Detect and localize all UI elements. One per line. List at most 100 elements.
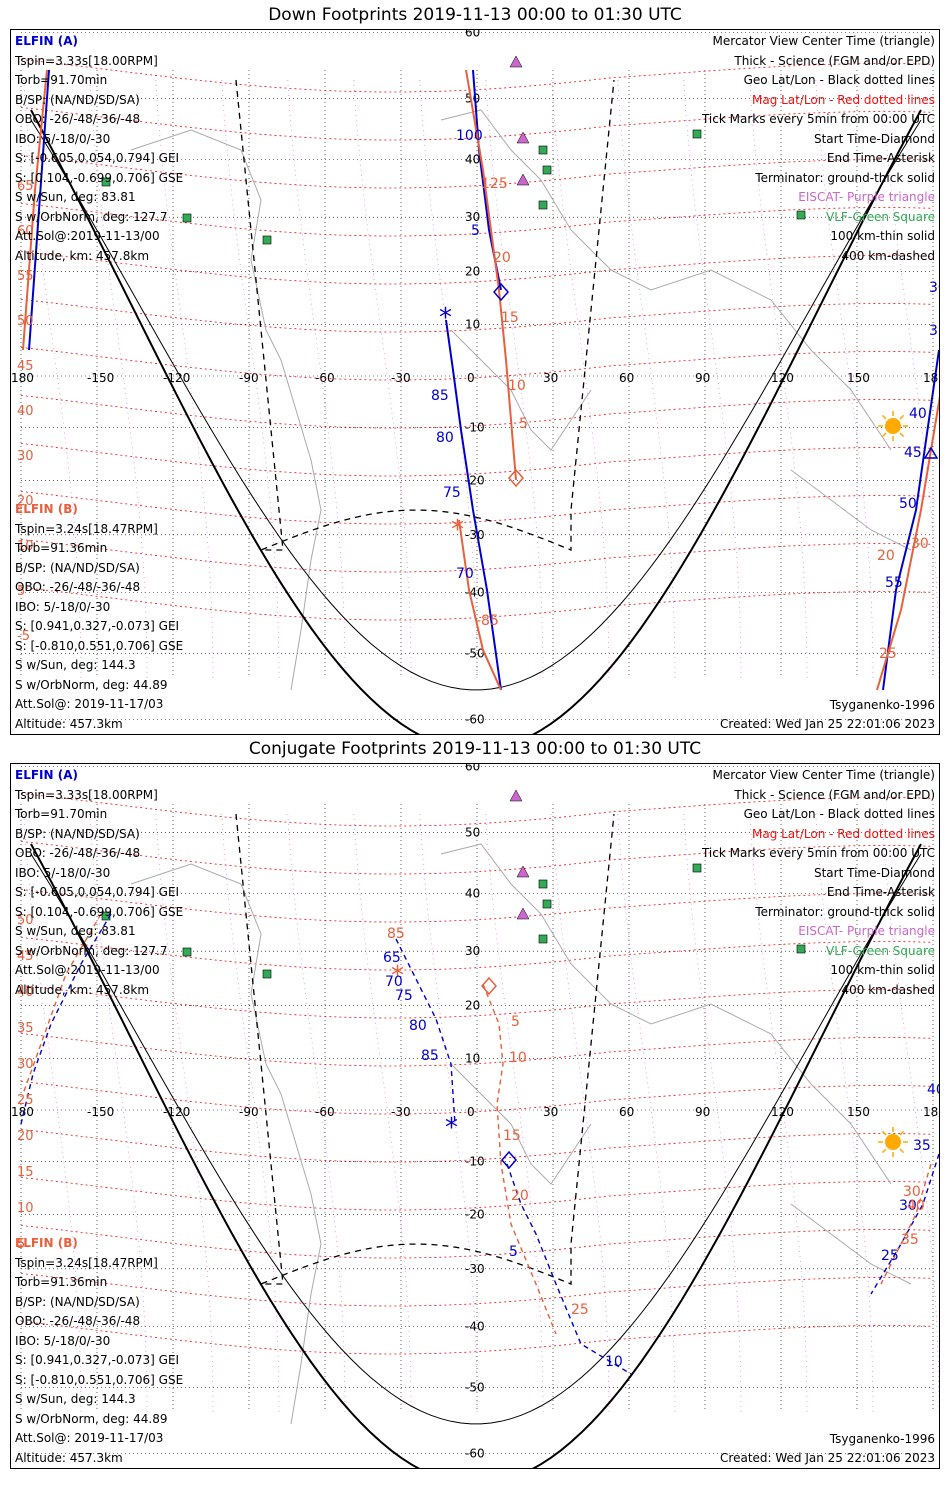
elfin-a-line: Torb=91.70min: [15, 807, 108, 821]
eiscat-triangle: [509, 55, 523, 68]
lon-tick-label: 60: [619, 371, 634, 385]
elfin-b-line: Tspin=3.24s[18.47RPM]: [15, 521, 158, 536]
mag-meridian: [419, 813, 478, 1415]
elfin-b-time-label: 20: [511, 1188, 529, 1204]
end-asterisk: *: [451, 515, 464, 545]
elfin-a-time-label: 50: [899, 496, 917, 512]
elfin-a-line: S: [0.104,-0.699,0.706] GSE: [15, 170, 184, 185]
sun-ray: [881, 414, 887, 420]
mag-lat-label: 15: [17, 1165, 34, 1180]
elfin-a-line: Torb=91.70min: [15, 73, 108, 87]
elfin-a-time-label: 80: [409, 1018, 427, 1034]
mag-lat-label: 25: [17, 1093, 34, 1108]
elfin-b-line: B/SP: (NA/ND/SD/SA): [15, 1294, 140, 1309]
elfin-b-track: [880, 1163, 932, 1285]
sun-ray: [899, 1130, 905, 1136]
elfin-b-time-label: 25: [571, 1302, 589, 1318]
elfin-b-time-label: 10: [508, 378, 526, 394]
lat-tick-label: -50: [465, 647, 485, 661]
terminator-ground: [30, 843, 922, 1468]
mag-meridian: [749, 813, 808, 1415]
mag-meridian: [881, 79, 939, 681]
elfin-a-line: Att.Sol@:2019-11-13/00: [15, 229, 160, 243]
mag-meridian: [23, 813, 82, 1415]
legend-item: Tick Marks every 5min from 00:00 UTC: [701, 846, 935, 860]
legend-item: End Time-Asterisk: [826, 885, 935, 899]
elfin-a-line: IBO: 5/-18/0/-30: [15, 865, 111, 880]
mag-meridian: [221, 79, 280, 681]
elfin-b-line: Altitude: 457.3km: [15, 716, 123, 731]
elfin-b-line: S: [0.941,0.327,-0.073] GEI: [15, 619, 180, 633]
mag-lat-label: 5: [17, 1237, 25, 1252]
vlf-square: [538, 200, 548, 210]
elfin-a-time-label: 75: [395, 988, 413, 1004]
coastline: [130, 129, 322, 691]
lat-tick-label: -30: [465, 528, 485, 542]
start-diamond: [501, 1150, 517, 1170]
mag-meridian: [551, 813, 610, 1415]
mag-meridian: [815, 813, 874, 1415]
mag-meridian: [749, 79, 808, 681]
legend-item: EISCAT- Purple triangle: [798, 190, 935, 204]
lat-tick-label: 10: [465, 317, 480, 331]
elfin-a-time-label: 75: [443, 485, 461, 501]
mag-meridian: [353, 79, 412, 681]
elfin-a-time-label: 10: [605, 1354, 623, 1370]
legend-item: Mercator View Center Time (triangle): [712, 34, 935, 48]
lat-tick-label: 20: [465, 265, 480, 279]
elfin-b-line: S w/Sun, deg: 144.3: [15, 1392, 136, 1406]
vlf-square: [796, 210, 806, 220]
legend-item: Terminator: ground-thick solid: [755, 170, 935, 185]
lon-tick-label: -30: [391, 1105, 411, 1119]
elfin-a-track: [882, 349, 939, 691]
lon-tick-label: 60: [619, 1105, 634, 1119]
mag-lat-label: 40: [17, 404, 34, 419]
lat-tick-label: -60: [465, 1447, 485, 1461]
elfin-b-time-label: 30: [903, 1184, 921, 1200]
mag-meridian: [617, 79, 676, 681]
mag-lat-label: 45: [17, 359, 34, 374]
mag-lat-label: 65: [17, 179, 34, 194]
lon-tick-label: -30: [391, 371, 411, 385]
sun-ray: [899, 414, 905, 420]
mag-lat-label: 30: [17, 449, 34, 464]
elfin-a-time-label: 80: [436, 430, 454, 446]
elfin-b-line: OBO: -26/-48/-36/-48: [15, 580, 141, 594]
legend: Mercator View Center Time (triangle) Thi…: [702, 32, 935, 266]
map-canvas: 180-150-120-90-60-3003060901201501807060…: [11, 764, 939, 1468]
elfin-b-time-label: 30: [911, 536, 929, 552]
elfin-a-header: ELFIN (A): [15, 34, 78, 48]
elfin-b-line: S: [-0.810,0.551,0.706] GSE: [15, 638, 184, 653]
elfin-b-time-label: 10: [509, 1050, 527, 1066]
coastline: [450, 1063, 592, 1185]
mag-meridian: [89, 813, 148, 1415]
lat-tick-label: -30: [465, 1262, 485, 1276]
coastline: [790, 1203, 912, 1285]
legend-item: Terminator: ground-thick solid: [755, 904, 935, 919]
lat-tick-label: 10: [465, 1051, 480, 1065]
conjugate-footprints-map: 180-150-120-90-60-3003060901201501807060…: [10, 763, 940, 1469]
elfin-a-time-label: 35: [913, 1138, 931, 1154]
mag-meridian: [617, 813, 676, 1415]
mag-lat-label: 50: [17, 314, 34, 329]
elfin-b-time-label: 85: [387, 926, 405, 942]
legend-item: Geo Lat/Lon - Black dotted lines: [743, 73, 935, 87]
lon-tick-label: 180: [11, 1105, 34, 1119]
elfin-a-time-label: 30: [899, 1198, 917, 1214]
legend-item: Tick Marks every 5min from 00:00 UTC: [701, 112, 935, 126]
sun-icon: [885, 418, 901, 434]
eiscat-triangle: [516, 173, 530, 186]
legend-item: 400 km-dashed: [841, 248, 935, 263]
elfin-b-time-label: 20: [877, 548, 895, 564]
mag-lat-label: 20: [17, 1129, 34, 1144]
elfin-b-info: ELFIN (B) Tspin=3.24s[18.47RPM] Torb=91.…: [15, 1234, 183, 1468]
model-label: Tsyganenko-1996: [829, 1432, 935, 1446]
terminator-400km: [235, 813, 615, 1285]
elfin-a-header: ELFIN (A): [15, 768, 78, 782]
coastline: [790, 469, 912, 551]
mag-lat-label: 10: [17, 539, 34, 554]
mag-meridian: [221, 813, 280, 1415]
legend-item: Mercator View Center Time (triangle): [712, 768, 935, 782]
lon-tick-label: -150: [87, 371, 114, 385]
lat-tick-label: -50: [465, 1381, 485, 1395]
